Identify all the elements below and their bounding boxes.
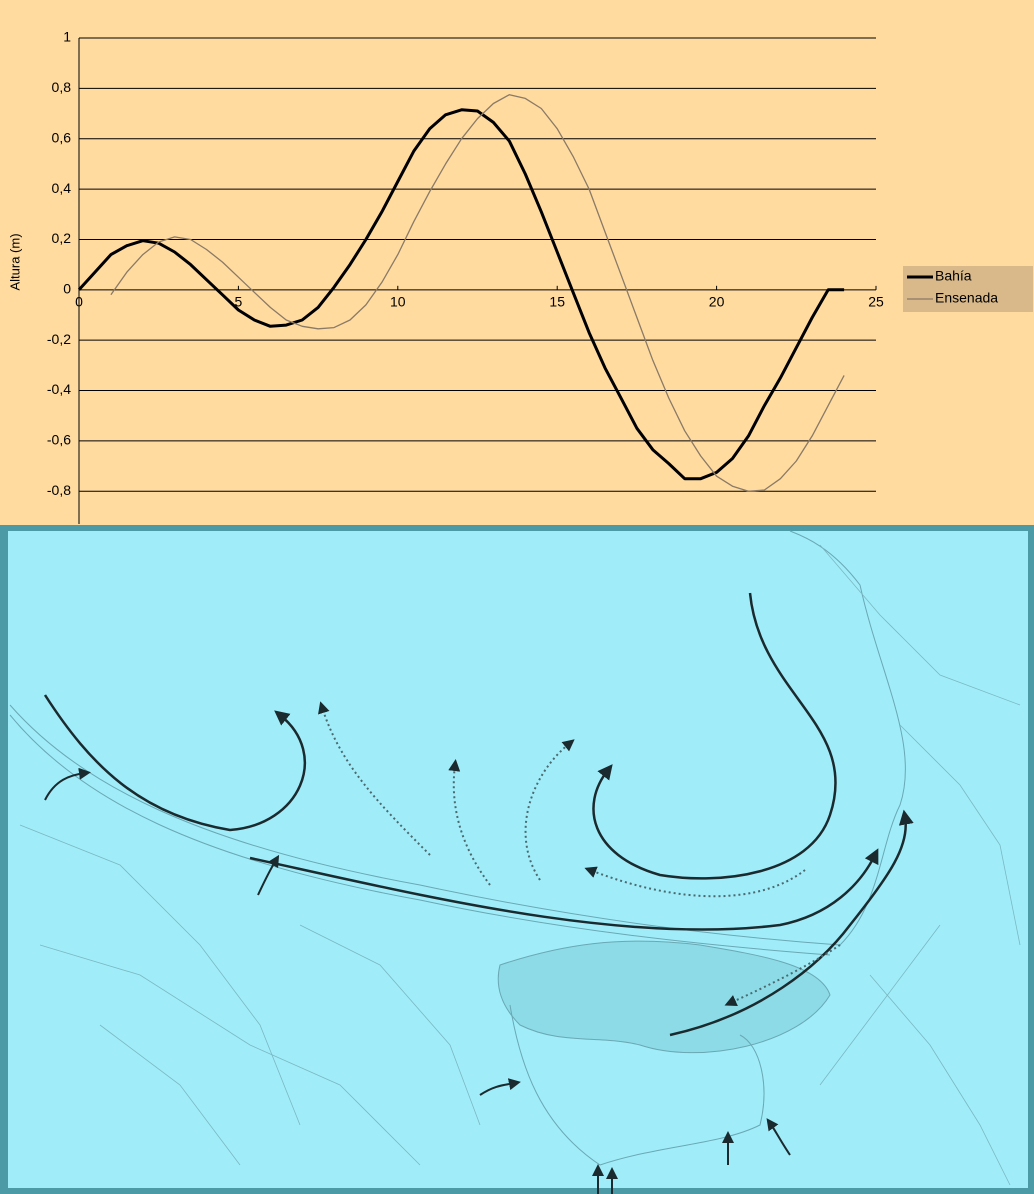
map <box>0 525 1034 1194</box>
y-tick-label: 0,2 <box>52 230 72 246</box>
land-texture <box>19 544 1021 1186</box>
dashed-current-arrow <box>318 701 841 1007</box>
chart: Altura (m) 1 0,8 0,6 0,4 0,2 0 -0,2 -0,4 -0,6 -0,… <box>7 29 1033 524</box>
x-tick-label: 0 <box>75 294 83 310</box>
x-tick-label: 20 <box>709 294 725 310</box>
x-tick-label: 5 <box>235 294 243 310</box>
x-tick-label: 15 <box>549 294 565 310</box>
y-tick-label: 0 <box>63 281 71 297</box>
line-series <box>110 94 845 492</box>
line-series <box>77 108 845 481</box>
legend-label: Ensenada <box>935 290 998 306</box>
x-tick-label: 25 <box>868 294 884 310</box>
y-tick-label: -0,8 <box>47 482 71 498</box>
legend-label: Bahía <box>935 268 972 284</box>
x-tick-label: 10 <box>390 294 406 310</box>
y-tick-label: 0,8 <box>52 79 72 95</box>
y-tick-label: 1 <box>63 29 71 45</box>
y-tick-label: -0,2 <box>47 331 71 347</box>
y-tick-label: 0,4 <box>52 180 72 196</box>
map-water <box>8 531 1028 1188</box>
y-tick-label: -0,4 <box>47 381 71 397</box>
legend-box <box>903 266 1033 312</box>
y-axis-label: Altura (m) <box>7 233 22 290</box>
current-arrow <box>43 592 914 1194</box>
y-tick-label: 0,6 <box>52 129 72 145</box>
y-tick-label: -0,6 <box>47 432 71 448</box>
